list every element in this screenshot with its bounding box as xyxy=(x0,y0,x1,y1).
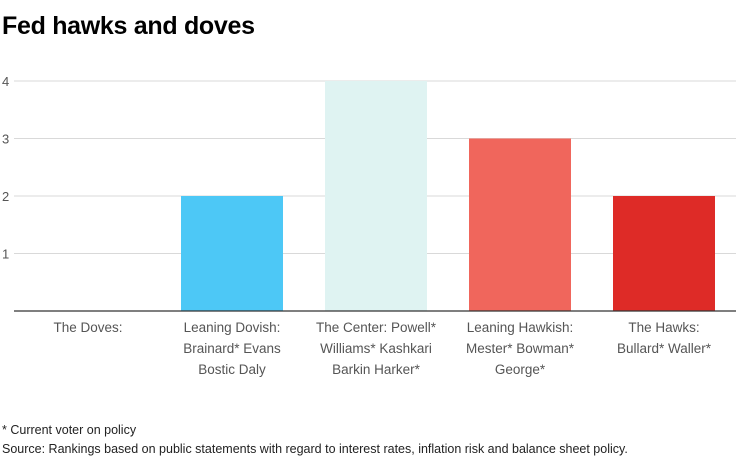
voter-footnote: * Current voter on policy xyxy=(2,423,137,437)
category-label-line: Barkin Harker* xyxy=(332,362,421,377)
bar-2 xyxy=(325,81,427,311)
category-label-line: Brainard* Evans xyxy=(183,341,281,356)
category-label-line: Mester* Bowman* xyxy=(466,341,575,356)
category-label-line: Williams* Kashkari xyxy=(320,341,432,356)
y-tick-label: 1 xyxy=(2,247,9,262)
category-label-4: The Hawks: Bullard* Waller* xyxy=(617,320,712,356)
chart-title: Fed hawks and doves xyxy=(2,12,255,40)
category-label-line: Leaning Hawkish: xyxy=(467,320,574,335)
y-tick-label: 4 xyxy=(2,74,9,89)
category-label-line: Bullard* Waller* xyxy=(617,341,712,356)
category-label-1: Leaning Dovish: Brainard* Evans Bostic Dal… xyxy=(183,320,281,377)
bar-1 xyxy=(181,196,283,311)
category-label-line: George* xyxy=(495,362,546,377)
category-label-line: Bostic Daly xyxy=(198,362,266,377)
bar-4 xyxy=(613,196,715,311)
category-label-line: The Doves: xyxy=(53,320,122,335)
category-label-0: The Doves: xyxy=(53,320,122,335)
y-tick-label: 2 xyxy=(2,189,9,204)
category-labels: The Doves: Leaning Dovish: Brainard* Evans… xyxy=(53,320,711,377)
category-label-line: The Center: Powell* xyxy=(316,320,437,335)
category-label-2: The Center: Powell* Williams* Kashkari Bar… xyxy=(316,320,437,377)
y-tick-labels: 1 2 3 4 xyxy=(2,74,9,262)
category-label-line: The Hawks: xyxy=(628,320,699,335)
y-tick-label: 3 xyxy=(2,132,9,147)
category-label-line: Leaning Dovish: xyxy=(184,320,281,335)
bar-3 xyxy=(469,138,571,311)
category-label-3: Leaning Hawkish: Mester* Bowman* George* xyxy=(466,320,575,377)
source-note: Source: Rankings based on public stateme… xyxy=(2,442,628,456)
bars xyxy=(181,81,715,311)
